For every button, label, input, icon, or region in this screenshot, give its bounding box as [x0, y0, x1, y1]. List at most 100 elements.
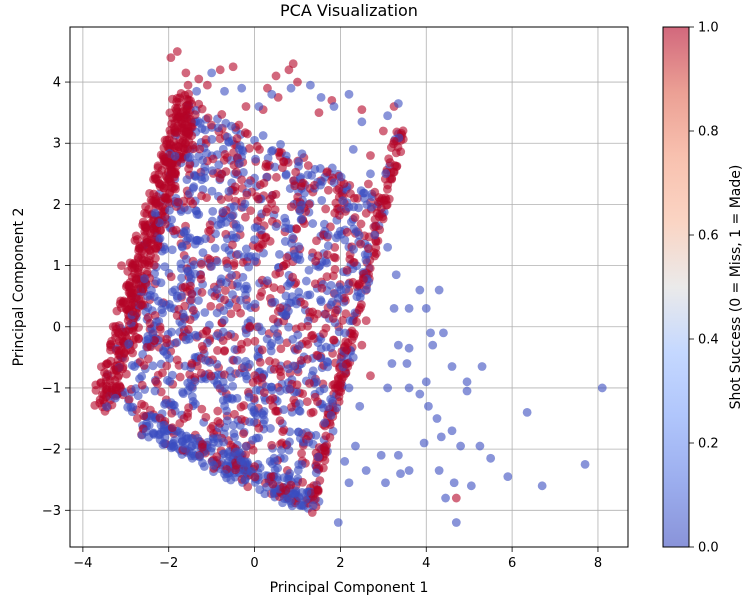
scatter-point — [383, 242, 393, 252]
scatter-point — [141, 427, 151, 436]
scatter-point — [311, 468, 321, 478]
scatter-point — [170, 435, 179, 445]
scatter-point — [150, 208, 160, 218]
scatter-point — [172, 311, 182, 320]
scatter-point — [302, 397, 312, 407]
scatter-point — [286, 480, 296, 490]
scatter-point — [281, 169, 291, 179]
scatter-point — [259, 388, 269, 397]
scatter-point — [137, 371, 147, 381]
scatter-point — [197, 341, 207, 351]
colorbar-gradient — [663, 27, 689, 547]
scatter-point — [275, 268, 285, 278]
scatter-point — [143, 291, 153, 301]
scatter-point — [140, 274, 149, 284]
scatter-point — [162, 361, 172, 371]
x-axis-ticks: −4 −2 0 2 4 6 8 — [73, 547, 602, 571]
scatter-point — [303, 290, 313, 300]
scatter-point — [221, 256, 231, 266]
scatter-point — [212, 452, 222, 461]
scatter-point — [428, 340, 438, 350]
scatter-point — [232, 134, 242, 143]
scatter-point — [218, 207, 228, 216]
scatter-point — [447, 362, 457, 371]
scatter-point — [341, 309, 351, 319]
scatter-point — [345, 316, 355, 326]
scatter-point — [198, 458, 207, 468]
scatter-point — [447, 426, 457, 436]
scatter-point — [291, 224, 301, 233]
scatter-point — [207, 186, 217, 196]
scatter-point — [114, 348, 124, 358]
scatter-point — [217, 169, 226, 179]
scatter-point — [250, 371, 260, 380]
scatter-point — [317, 283, 327, 293]
colorbar-tick-label: 0.6 — [698, 229, 719, 244]
scatter-point — [228, 420, 238, 430]
scatter-point — [269, 324, 279, 334]
scatter-point — [248, 378, 258, 387]
scatter-point — [349, 244, 358, 254]
scatter-point — [132, 308, 142, 318]
scatter-point — [166, 443, 176, 453]
scatter-point — [335, 210, 344, 220]
scatter-point — [233, 279, 242, 288]
scatter-point — [254, 322, 264, 332]
scatter-point — [361, 316, 371, 326]
scatter-point — [207, 134, 217, 144]
scatter-point — [142, 209, 152, 219]
scatter-point — [183, 153, 193, 162]
scatter-point — [219, 306, 229, 316]
scatter-point — [374, 212, 384, 222]
scatter-point — [449, 478, 459, 488]
scatter-point — [273, 463, 283, 473]
scatter-point — [214, 160, 224, 170]
scatter-point — [354, 305, 364, 315]
scatter-point — [262, 276, 272, 286]
scatter-point — [208, 154, 218, 164]
scatter-point — [212, 331, 222, 341]
scatter-point — [221, 217, 231, 227]
scatter-point — [323, 250, 332, 260]
scatter-point — [113, 328, 123, 337]
scatter-point — [308, 330, 317, 340]
scatter-point — [149, 428, 159, 438]
scatter-point — [290, 249, 300, 259]
scatter-point — [106, 339, 115, 349]
scatter-point — [220, 86, 229, 96]
scatter-point — [294, 406, 304, 416]
scatter-point — [338, 316, 348, 325]
x-tick-label: 6 — [508, 556, 516, 571]
scatter-point — [191, 236, 201, 245]
scatter-point — [222, 416, 232, 426]
scatter-point — [341, 337, 351, 347]
scatter-point — [226, 309, 236, 319]
scatter-point — [213, 220, 223, 230]
scatter-point — [254, 102, 264, 111]
scatter-point — [125, 258, 135, 268]
scatter-point — [294, 287, 304, 297]
scatter-point — [272, 472, 282, 482]
scatter-point — [157, 305, 167, 315]
scatter-point — [267, 440, 277, 450]
scatter-point — [172, 337, 182, 347]
scatter-point — [344, 383, 354, 393]
scatter-point — [404, 466, 414, 475]
scatter-point — [245, 322, 254, 332]
scatter-point — [270, 205, 280, 215]
scatter-point — [389, 304, 399, 313]
scatter-point — [220, 346, 230, 355]
scatter-point — [281, 217, 291, 227]
scatter-point — [332, 403, 341, 413]
scatter-point — [241, 212, 250, 222]
scatter-point — [305, 307, 314, 317]
scatter-point — [281, 486, 291, 495]
scatter-point — [182, 175, 192, 185]
scatter-point — [316, 92, 326, 102]
scatter-point — [203, 113, 213, 123]
scatter-point — [396, 469, 405, 478]
scatter-point — [284, 306, 293, 316]
scatter-point — [307, 508, 317, 517]
scatter-point — [202, 80, 212, 90]
scatter-point — [194, 296, 203, 305]
